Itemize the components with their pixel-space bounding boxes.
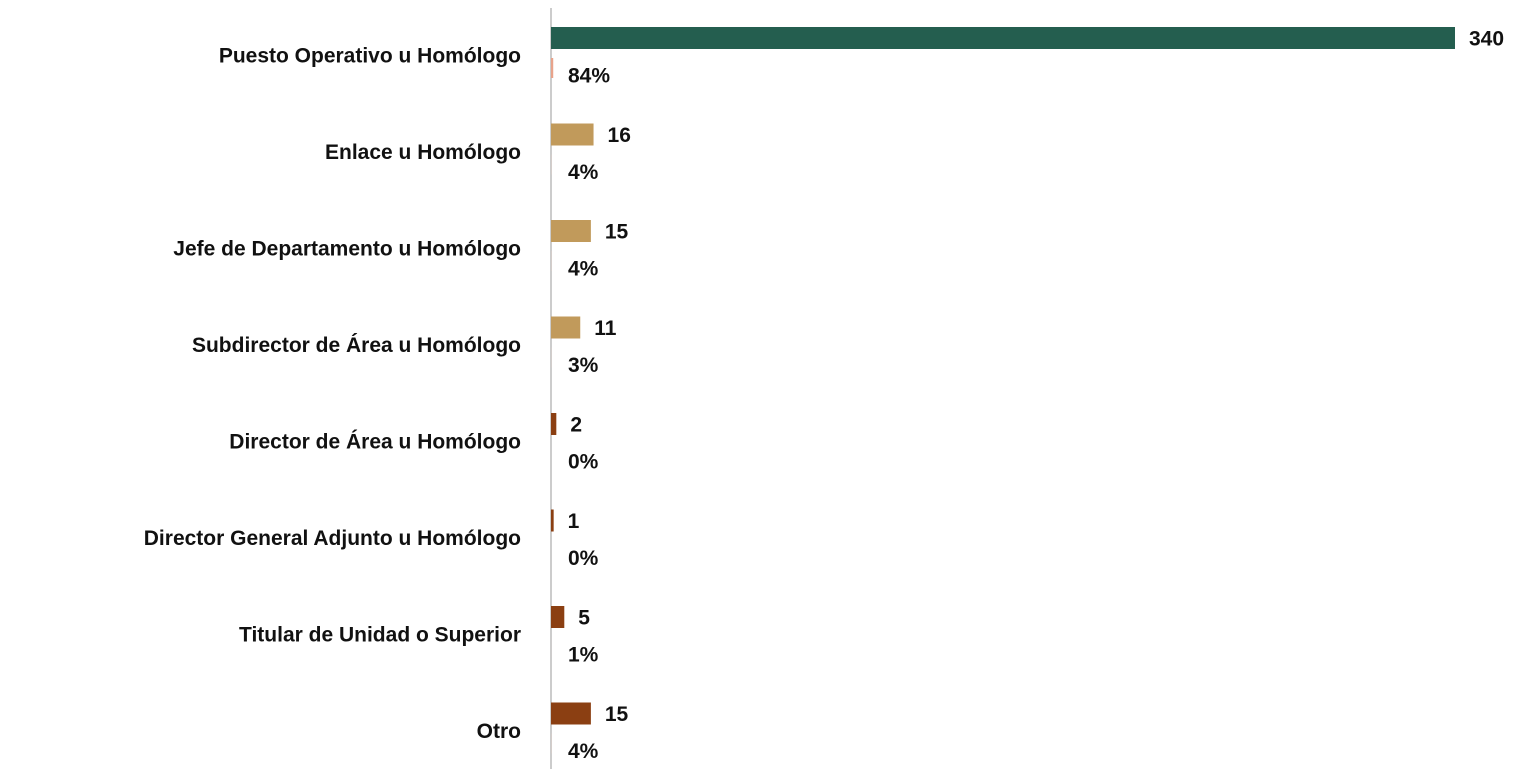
percent-label: 84% (568, 65, 610, 88)
value-label: 5 (578, 607, 590, 630)
percent-label: 3% (568, 354, 599, 377)
category-label: Subdirector de Área u Homólogo (192, 334, 521, 357)
category-label: Otro (477, 720, 521, 743)
percent-label: 4% (568, 161, 599, 184)
category-label: Director General Adjunto u Homólogo (144, 527, 521, 550)
bar (551, 703, 591, 725)
bar (551, 606, 564, 628)
value-label: 340 (1469, 28, 1504, 51)
category-label: Titular de Unidad o Superior (239, 624, 521, 647)
bar (551, 510, 554, 532)
value-label: 16 (608, 124, 631, 147)
bar (551, 220, 591, 242)
value-label: 2 (570, 414, 582, 437)
value-label: 15 (605, 703, 629, 726)
category-label: Puesto Operativo u Homólogo (219, 45, 521, 68)
bar (551, 413, 556, 435)
bar (551, 317, 580, 339)
value-label: 15 (605, 221, 629, 244)
percent-label: 1% (568, 644, 599, 667)
category-label: Jefe de Departamento u Homólogo (173, 238, 521, 261)
category-label: Enlace u Homólogo (325, 141, 521, 164)
bar (551, 124, 594, 146)
category-label: Director de Área u Homólogo (229, 431, 521, 454)
percent-label: 0% (568, 451, 599, 474)
percent-label: 4% (568, 258, 599, 281)
bar (551, 27, 1455, 49)
value-label: 1 (568, 510, 580, 533)
percent-label: 4% (568, 740, 599, 763)
value-label: 11 (594, 317, 617, 340)
percent-bar (551, 58, 553, 78)
percent-label: 0% (568, 547, 599, 570)
